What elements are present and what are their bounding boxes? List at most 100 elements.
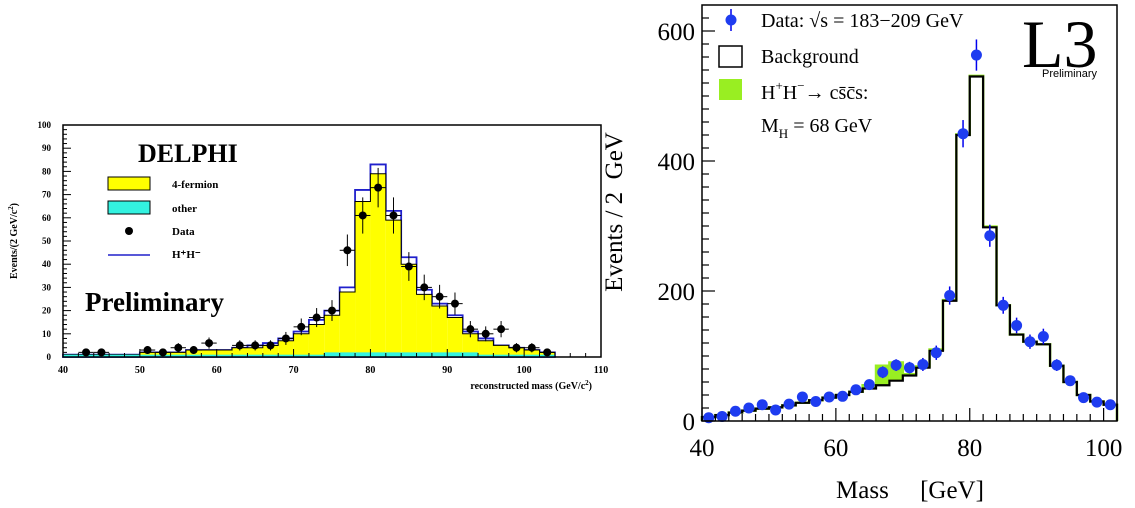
data-point bbox=[205, 339, 214, 348]
l3-y-tick-label: 600 bbox=[658, 19, 696, 46]
data-point bbox=[997, 299, 1009, 311]
data-point bbox=[957, 128, 969, 140]
delphi-y-tick-label: 80 bbox=[42, 166, 52, 176]
delphi-y-tick-label: 30 bbox=[42, 282, 52, 292]
delphi-y-tick-label: 50 bbox=[42, 236, 52, 246]
data-point bbox=[527, 343, 536, 352]
4fermion-bar bbox=[478, 340, 494, 357]
data-point bbox=[1011, 319, 1023, 331]
data-point bbox=[877, 366, 889, 378]
4fermion-bar bbox=[216, 350, 233, 357]
l3-legend-signal-label: H+H−→ cs̄c̄s: bbox=[761, 78, 868, 104]
other-bar bbox=[216, 354, 233, 357]
data-point bbox=[543, 348, 552, 357]
4fermion-bar bbox=[201, 350, 217, 357]
l3-watermark: Preliminary bbox=[1042, 68, 1098, 80]
data-point bbox=[374, 183, 383, 192]
delphi-legend: 4-fermion other Data H⁺H⁻ bbox=[107, 176, 218, 261]
legend-swatch-background bbox=[718, 45, 743, 68]
other-bar bbox=[462, 352, 479, 357]
delphi-data-points bbox=[78, 167, 555, 357]
data-point bbox=[783, 398, 795, 410]
data-point bbox=[450, 299, 459, 308]
delphi-x-tick-label: 90 bbox=[442, 365, 452, 376]
other-bar bbox=[232, 354, 248, 357]
legend-marker-data bbox=[125, 227, 133, 235]
other-bar bbox=[431, 352, 448, 357]
delphi-axis-ticks: 40 50 60 70 80 90 100 110 0 10 20 30 40 50 60 70 80 90 100 bbox=[38, 120, 609, 376]
data-point bbox=[97, 348, 106, 357]
data-point bbox=[944, 290, 956, 302]
l3-panel: 40 60 80 100 0 200 400 600 L3 Preliminary Data:… bbox=[601, 4, 1123, 504]
4fermion-bar bbox=[262, 345, 279, 357]
data-point bbox=[266, 341, 275, 350]
data-point bbox=[312, 313, 321, 322]
other-bar bbox=[109, 354, 125, 357]
l3-x-tick-label: 40 bbox=[690, 435, 715, 462]
delphi-y-tick-label: 20 bbox=[42, 306, 52, 316]
legend-label-4fermion: 4-fermion bbox=[172, 179, 218, 191]
other-bar bbox=[339, 352, 356, 357]
l3-legend-data-label: Data: √s = 183−209 GeV bbox=[761, 10, 964, 32]
other-bar bbox=[63, 354, 79, 357]
data-point bbox=[984, 230, 996, 242]
data-point bbox=[1064, 375, 1076, 387]
delphi-y-tick-label: 10 bbox=[42, 329, 52, 339]
other-bar bbox=[401, 352, 417, 357]
other-bar bbox=[355, 352, 371, 357]
other-bar bbox=[124, 354, 140, 357]
data-point bbox=[143, 346, 152, 355]
4fermion-bar bbox=[232, 347, 248, 357]
data-point bbox=[796, 391, 808, 403]
data-point bbox=[158, 348, 167, 357]
l3-data-points bbox=[703, 39, 1116, 424]
data-point bbox=[328, 306, 336, 315]
4fermion-bar bbox=[324, 315, 340, 357]
legend-swatch-4fermion bbox=[107, 176, 151, 191]
other-bar bbox=[447, 352, 463, 357]
other-bar bbox=[508, 354, 525, 357]
delphi-watermark: Preliminary bbox=[85, 287, 224, 317]
delphi-x-tick-label: 50 bbox=[135, 365, 145, 376]
other-bar bbox=[247, 354, 263, 357]
data-point bbox=[823, 391, 835, 403]
other-bar bbox=[493, 354, 509, 357]
data-point bbox=[1091, 396, 1103, 408]
other-bar bbox=[385, 352, 402, 357]
l3-x-axis-title: Mass [GeV] bbox=[836, 477, 984, 504]
other-bar bbox=[370, 352, 386, 357]
l3-legend-mass-label: MH = 68 GeV bbox=[761, 115, 873, 141]
delphi-y-tick-label: 100 bbox=[38, 120, 52, 130]
data-point bbox=[251, 341, 260, 350]
delphi-histograms bbox=[62, 163, 556, 358]
data-point bbox=[810, 396, 822, 407]
l3-legend-background-label: Background bbox=[761, 46, 859, 68]
delphi-x-tick-label: 70 bbox=[289, 365, 299, 376]
l3-x-tick-label: 100 bbox=[1085, 435, 1123, 462]
delphi-y-tick-label: 40 bbox=[42, 259, 52, 269]
other-bar bbox=[308, 354, 325, 357]
4fermion-bar bbox=[462, 333, 479, 357]
data-point bbox=[1051, 359, 1063, 371]
l3-experiment-label: L3 bbox=[1022, 6, 1098, 82]
delphi-x-axis-title: reconstructed mass (GeV/c2) bbox=[470, 379, 592, 392]
legend-swatch-other bbox=[107, 200, 151, 215]
data-point bbox=[770, 404, 782, 416]
l3-legend: Data: √s = 183−209 GeV Background H+H−→ … bbox=[718, 9, 964, 141]
4fermion-bar bbox=[370, 173, 386, 357]
background-outline bbox=[700, 75, 1119, 421]
other-bar bbox=[262, 354, 279, 357]
4fermion-bar bbox=[339, 292, 356, 357]
data-point bbox=[970, 49, 982, 61]
other-bar bbox=[324, 352, 340, 357]
other-bar bbox=[478, 354, 494, 357]
4fermion-bar bbox=[447, 317, 463, 357]
other-bar bbox=[278, 354, 294, 357]
l3-axis-ticks: 40 60 80 100 0 200 400 600 bbox=[658, 17, 1123, 462]
l3-y-tick-label: 0 bbox=[683, 409, 696, 436]
delphi-x-tick-label: 110 bbox=[594, 365, 608, 376]
data-point bbox=[435, 292, 444, 301]
data-point bbox=[1104, 399, 1116, 411]
legend-label-hh: H⁺H⁻ bbox=[172, 249, 201, 261]
